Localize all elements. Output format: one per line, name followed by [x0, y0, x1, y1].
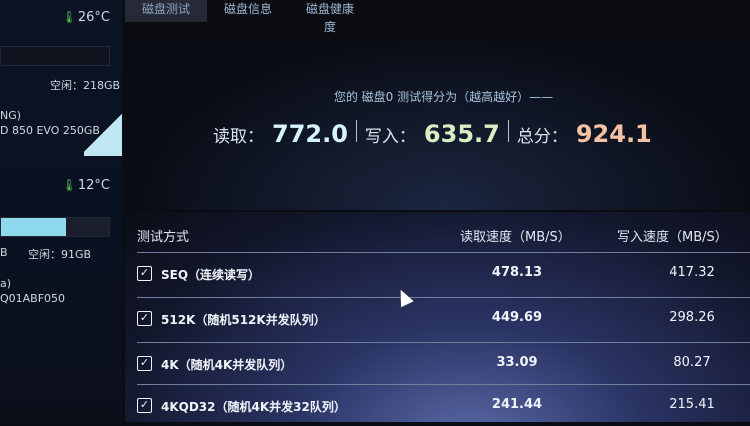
header-test-method: 测试方式	[137, 230, 190, 245]
score-panel: 您的 磁盘0 测试得分为（越高越好）—— 读取： 772.0 写入： 635.7…	[137, 40, 750, 210]
disk0-free: 空闲：218GB	[50, 79, 121, 92]
thermometer-icon: 🌡	[61, 10, 77, 24]
write-score: 635.7	[423, 120, 500, 148]
test-name: 4K（随机4K并发队列）	[161, 358, 293, 372]
tab-disk-health[interactable]: 磁盘健康度	[305, 2, 354, 34]
read-score: 772.0	[272, 120, 348, 148]
disk0-model[interactable]: D 850 EVO 250GB	[0, 124, 100, 137]
score-subtitle: 您的 磁盘0 测试得分为（越高越好）——	[333, 90, 554, 104]
read-label: 读取：	[213, 127, 264, 147]
tab-disk-info[interactable]: 磁盘信息	[223, 2, 272, 16]
disk1-used: B	[0, 246, 8, 259]
test-name: SEQ（连续读写）	[161, 268, 261, 282]
disk1-temp-value: 12°C	[77, 178, 110, 193]
read-speed: 241.44	[491, 397, 543, 412]
table-row: ✓ 4K（随机4K并发队列） 33.09 80.27	[137, 342, 750, 384]
score-summary: 读取： 772.0 写入： 635.7 总分： 924.1	[213, 120, 660, 148]
disk0-vendor: NG)	[0, 109, 22, 122]
selected-corner-marker	[84, 110, 122, 156]
disk0-temperature: 🌡26°C	[62, 10, 110, 25]
disk1-vendor: a)	[0, 277, 12, 290]
tab-disk-test[interactable]: 磁盘测试	[125, 0, 207, 22]
table-row: ✓ 4KQD32（随机4K并发32队列） 241.44 215.41	[137, 384, 750, 426]
sidebar: 🌡26°C 空闲：218GB NG) D 850 EVO 250GB 🌡12°C…	[0, 0, 122, 422]
divider	[507, 120, 509, 142]
checkbox-4k[interactable]: ✓	[137, 356, 152, 371]
divider	[355, 120, 357, 142]
table-row: ✓ 512K（随机512K并发队列） 449.69 298.26	[137, 297, 750, 339]
write-speed: 80.27	[673, 355, 711, 370]
write-speed: 417.32	[669, 265, 715, 280]
disk1-temperature: 🌡12°C	[62, 178, 110, 193]
tab-bar: 磁盘测试 磁盘信息 磁盘健康度	[125, 0, 371, 34]
test-name: 512K（随机512K并发队列）	[161, 313, 326, 327]
disk0-usage-bar	[0, 46, 110, 66]
disk0-temp-value: 26°C	[77, 10, 110, 25]
write-speed: 298.26	[669, 310, 715, 325]
read-speed: 478.13	[491, 265, 543, 280]
header-read-speed: 读取速度（MB/S）	[460, 230, 571, 245]
table-row: ✓ SEQ（连续读写） 478.13 417.32	[137, 252, 750, 294]
thermometer-icon: 🌡	[61, 178, 77, 192]
main-panel: 磁盘测试 磁盘信息 磁盘健康度 您的 磁盘0 测试得分为（越高越好）—— 读取：…	[125, 0, 750, 422]
write-speed: 215.41	[669, 397, 715, 412]
total-score: 924.1	[575, 120, 652, 148]
checkbox-4kqd32[interactable]: ✓	[137, 398, 152, 413]
disk1-usage-bar	[0, 217, 110, 237]
read-speed: 449.69	[491, 310, 543, 325]
checkbox-seq[interactable]: ✓	[137, 266, 152, 281]
header-write-speed: 写入速度（MB/S）	[617, 230, 728, 245]
write-label: 写入：	[364, 127, 416, 147]
disk1-model[interactable]: Q01ABF050	[0, 292, 66, 305]
checkbox-512k[interactable]: ✓	[137, 311, 152, 326]
total-label: 总分：	[516, 127, 568, 147]
disk1-free: 空闲：91GB	[28, 248, 92, 261]
results-table: 测试方式 读取速度（MB/S） 写入速度（MB/S） ✓ SEQ（连续读写） 4…	[125, 212, 750, 422]
test-name: 4KQD32（随机4K并发32队列）	[161, 400, 346, 414]
read-speed: 33.09	[496, 355, 538, 370]
